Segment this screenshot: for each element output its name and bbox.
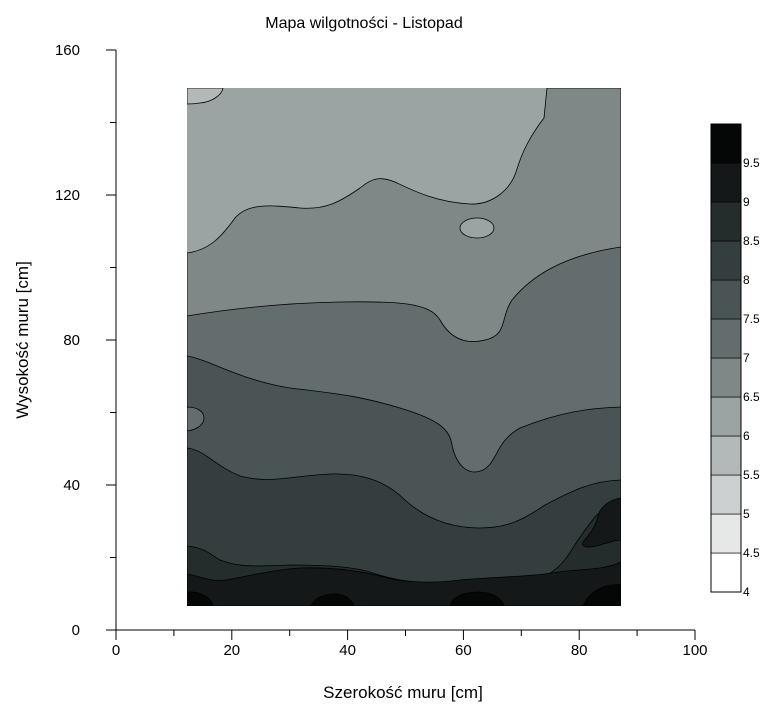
chart-title: Mapa wilgotności - Listopad	[265, 15, 462, 32]
x-tick-label: 100	[682, 642, 707, 659]
colorbar-swatch	[710, 474, 742, 515]
y-tick-label: 160	[55, 42, 80, 59]
colorbar-label: 6	[743, 429, 750, 443]
colorbar-label: 9.5	[743, 156, 760, 170]
contour-band-9-5-d	[582, 583, 621, 606]
colorbar-swatch	[710, 318, 742, 359]
colorbar	[710, 123, 742, 593]
y-tick-label: 80	[63, 332, 80, 349]
contour-band-9-5-c	[449, 591, 505, 606]
colorbar-label: 4	[743, 585, 750, 599]
y-tick-label: 40	[63, 477, 80, 494]
colorbar-swatch	[710, 552, 742, 593]
contour-band-9-5-b	[310, 593, 355, 606]
contour-band-9-right	[582, 497, 621, 548]
contour-band-9-5-a	[187, 591, 214, 606]
colorbar-label: 5.5	[743, 468, 760, 482]
x-axis-label: Szerokość muru [cm]	[323, 683, 483, 702]
colorbar-label: 8.5	[743, 234, 760, 248]
y-tick-label: 120	[55, 187, 80, 204]
colorbar-swatch	[710, 513, 742, 554]
contour-band-7-5-edge	[187, 406, 205, 432]
x-axis-ticks: 0 20 40 60 80 100	[112, 630, 708, 659]
colorbar-labels: 4 4.5 5 5.5 6 6.5 7 7.5 8 8.5 9 9.5	[743, 156, 760, 599]
x-tick-label: 60	[455, 642, 472, 659]
y-axis-ticks: 0 40 80 120 160	[55, 42, 116, 639]
contour-band-9	[187, 561, 621, 606]
x-tick-label: 80	[571, 642, 588, 659]
colorbar-swatch	[710, 279, 742, 320]
colorbar-swatch	[710, 162, 742, 203]
colorbar-label: 4.5	[743, 546, 760, 560]
colorbar-label: 9	[743, 195, 750, 209]
colorbar-swatch	[710, 123, 742, 164]
colorbar-frame	[710, 123, 742, 593]
contour-band-6-island	[459, 217, 495, 239]
colorbar-swatch	[710, 357, 742, 398]
colorbar-swatch	[710, 240, 742, 281]
colorbar-label: 7.5	[743, 312, 760, 326]
colorbar-label: 6.5	[743, 390, 760, 404]
colorbar-label: 7	[743, 351, 750, 365]
y-tick-label: 0	[72, 622, 80, 639]
contour-band-5-5	[187, 88, 224, 105]
colorbar-label: 8	[743, 273, 750, 287]
colorbar-swatch	[710, 396, 742, 437]
x-tick-label: 40	[339, 642, 356, 659]
contour-map	[187, 88, 621, 606]
x-tick-label: 20	[223, 642, 240, 659]
colorbar-label: 5	[743, 507, 750, 521]
colorbar-swatch	[710, 435, 742, 476]
colorbar-swatch	[710, 201, 742, 242]
x-tick-label: 0	[112, 642, 120, 659]
y-axis-label: Wysokość muru [cm]	[13, 261, 32, 419]
